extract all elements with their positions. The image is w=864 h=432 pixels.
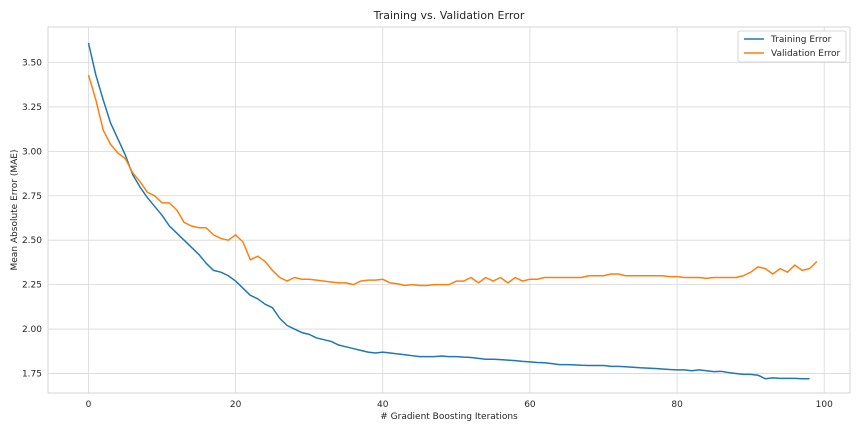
x-tick-label: 100 xyxy=(816,400,833,410)
y-tick-label: 2.50 xyxy=(22,236,42,246)
y-tick-label: 2.75 xyxy=(22,192,42,202)
grid-lines xyxy=(48,27,850,393)
x-tick-label: 0 xyxy=(86,400,92,410)
series-line-training-error xyxy=(87,42,810,380)
chart-title: Training vs. Validation Error xyxy=(373,9,525,22)
plot-area xyxy=(47,26,851,394)
x-tick-label: 40 xyxy=(377,400,389,410)
y-tick-label: 1.75 xyxy=(22,369,42,379)
legend-box xyxy=(737,30,847,63)
x-tick-label: 20 xyxy=(230,400,242,410)
x-tick-label: 60 xyxy=(524,400,536,410)
y-tick-label: 3.00 xyxy=(22,147,42,157)
x-tick-label: 80 xyxy=(671,400,683,410)
tick-labels: 0 20 40 60 80 100 1.75 2.00 2.25 2.50 2.75 3.00 3.25… xyxy=(22,59,833,410)
legend: Training Error Validation Error xyxy=(737,30,847,63)
series-line-validation-error xyxy=(87,74,818,287)
y-tick-label: 3.50 xyxy=(22,59,42,69)
y-tick-label: 2.25 xyxy=(22,281,42,291)
x-axis-label: # Gradient Boosting Iterations xyxy=(380,412,518,422)
y-axis-label: Mean Absolute Error (MAE) xyxy=(10,149,20,270)
legend-label-validation-error: Validation Error xyxy=(771,49,841,59)
y-tick-label: 2.00 xyxy=(22,325,42,335)
y-tick-label: 3.25 xyxy=(22,103,42,113)
legend-label-training-error: Training Error xyxy=(770,35,832,45)
series-lines xyxy=(87,42,818,380)
